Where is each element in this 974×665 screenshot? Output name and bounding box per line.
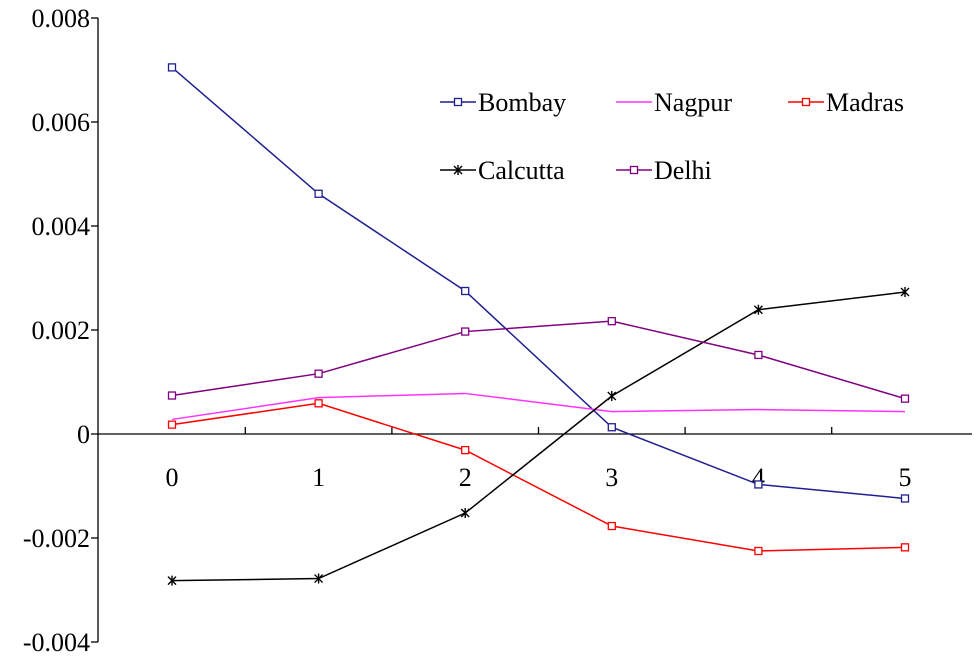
x-tick-label: 1 <box>312 463 325 492</box>
legend-item-calcutta: Calcutta <box>440 156 565 185</box>
legend-label: Calcutta <box>478 156 565 185</box>
data-point-calcutta <box>167 575 177 586</box>
data-point-calcutta <box>900 287 910 298</box>
series-nagpur <box>171 392 906 421</box>
legend-marker <box>801 97 811 107</box>
legend-label: Nagpur <box>654 88 732 117</box>
data-point-bombay <box>607 423 616 432</box>
y-tick-label: -0.002 <box>23 524 90 553</box>
legend-item-bombay: Bombay <box>440 88 566 117</box>
y-tick-label: 0.006 <box>32 108 91 137</box>
series-bombay <box>167 63 910 503</box>
x-tick-label: 0 <box>166 463 179 492</box>
data-point-calcutta <box>460 508 470 519</box>
data-point-delhi <box>314 369 323 378</box>
series-line-calcutta <box>171 291 906 582</box>
series-line-bombay <box>171 66 906 500</box>
legend-item-nagpur: Nagpur <box>616 88 732 117</box>
y-tick-label: 0.008 <box>32 4 91 33</box>
y-axis-ticks: 0.008 0.006 0.004 0.002 0 -0.002 -0.004 <box>23 4 98 657</box>
data-point-bombay <box>900 494 910 503</box>
data-point-calcutta <box>607 391 617 402</box>
data-point-calcutta <box>314 573 324 584</box>
legend-item-delhi: Delhi <box>616 156 712 185</box>
legend-item-madras: Madras <box>788 88 904 117</box>
data-point-madras <box>167 420 177 429</box>
plot-area <box>167 63 910 586</box>
legend: Bombay Nagpur Madras Calcutta Delhi <box>440 88 904 185</box>
data-point-madras <box>607 521 616 531</box>
data-point-delhi <box>607 317 616 326</box>
data-point-madras <box>314 399 323 408</box>
legend-label: Madras <box>826 88 904 117</box>
data-point-delhi <box>461 327 470 336</box>
series-madras <box>167 399 910 556</box>
legend-marker <box>453 165 463 175</box>
x-tick-label: 3 <box>605 463 618 492</box>
data-point-bombay <box>167 63 177 72</box>
data-point-bombay <box>314 189 323 198</box>
series-line-madras <box>171 402 906 552</box>
y-tick-label: 0.002 <box>32 316 91 345</box>
data-point-madras <box>461 445 470 455</box>
x-tick-label: 2 <box>459 463 472 492</box>
data-point-madras <box>900 543 910 552</box>
y-tick-label: 0.004 <box>32 212 91 241</box>
data-point-delhi <box>900 394 910 403</box>
series-line-delhi <box>171 320 906 400</box>
series-calcutta <box>167 287 910 586</box>
data-point-delhi <box>167 391 177 400</box>
y-tick-label: 0 <box>77 420 90 449</box>
legend-label: Bombay <box>478 88 566 117</box>
data-point-bombay <box>754 480 763 489</box>
data-point-madras <box>754 546 763 556</box>
legend-label: Delhi <box>654 156 712 185</box>
data-point-bombay <box>461 286 470 296</box>
y-tick-label: -0.004 <box>23 628 90 657</box>
data-point-calcutta <box>753 304 763 315</box>
legend-marker <box>629 165 639 175</box>
data-point-delhi <box>754 350 763 360</box>
series-delhi <box>167 317 910 403</box>
series-line-nagpur <box>171 392 906 421</box>
legend-marker <box>453 97 463 107</box>
x-tick-label: 5 <box>899 463 912 492</box>
